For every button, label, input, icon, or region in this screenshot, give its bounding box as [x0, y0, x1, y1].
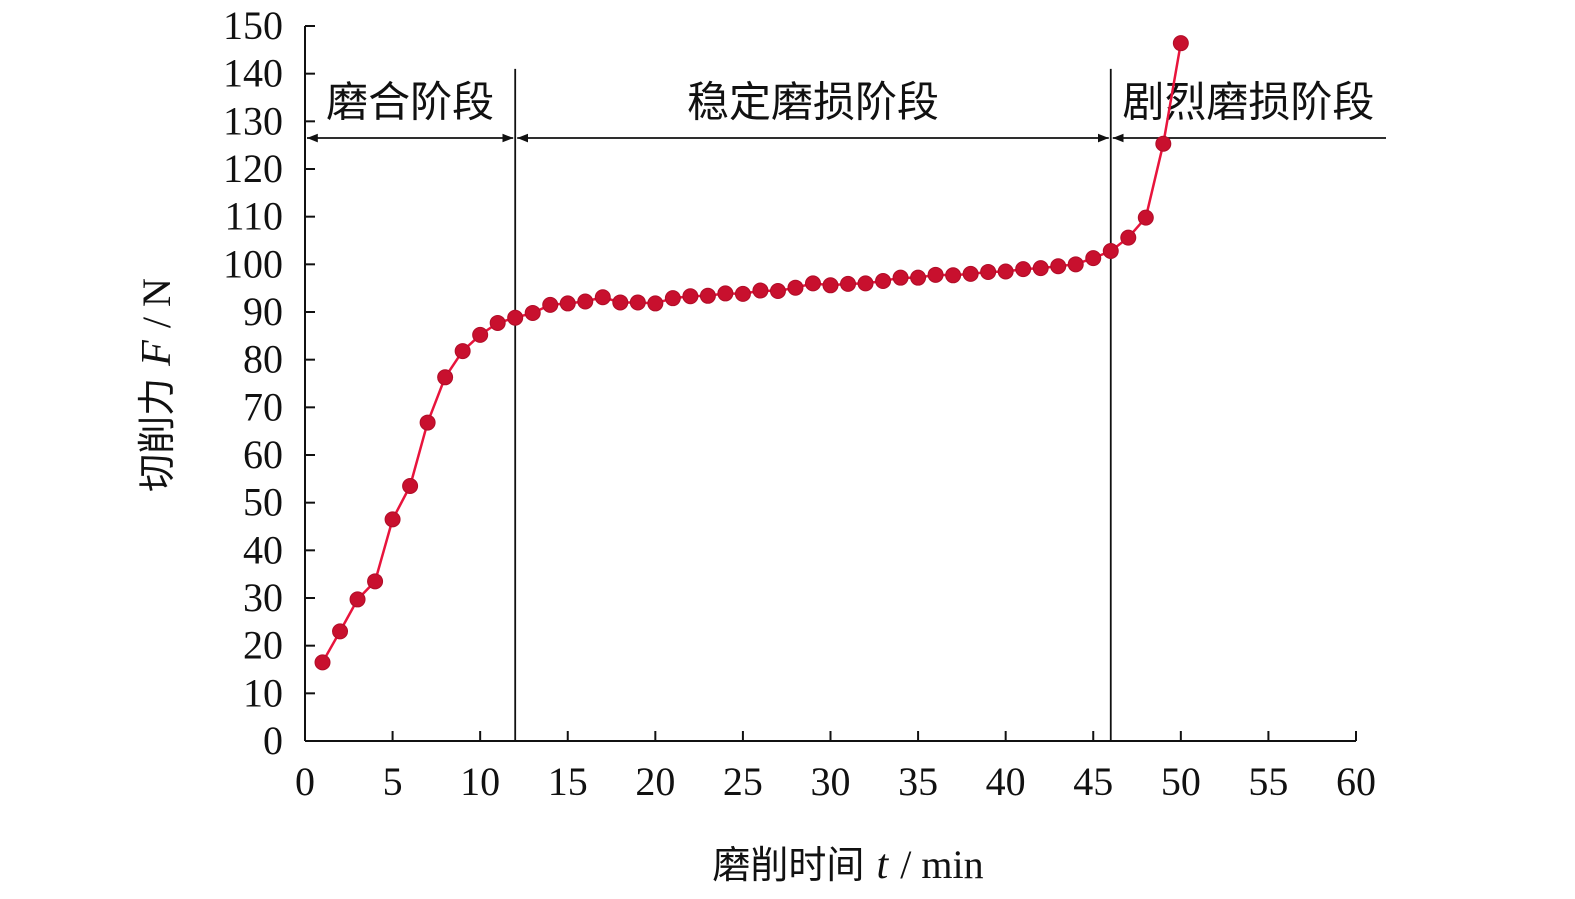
y-axis-title-unit: / N [134, 278, 179, 328]
data-point [1102, 242, 1119, 259]
data-point [682, 288, 699, 305]
y-tick-label: 60 [243, 432, 283, 477]
data-point [875, 273, 892, 290]
y-tick-label: 150 [223, 3, 283, 48]
data-point [752, 282, 769, 299]
data-point [629, 294, 646, 311]
data-point [1155, 135, 1172, 152]
data-point [822, 277, 839, 294]
data-point [402, 477, 419, 494]
data-point [804, 275, 821, 292]
data-point [910, 269, 927, 286]
x-tick-label: 20 [635, 759, 675, 804]
y-tick-label: 10 [243, 670, 283, 715]
series-points [314, 35, 1189, 671]
data-point [734, 285, 751, 302]
x-tick-label: 15 [548, 759, 588, 804]
data-point [594, 289, 611, 306]
y-axis-title-symbol: F [134, 340, 180, 367]
x-axis-title-symbol: t [877, 842, 890, 888]
y-axis-title: 切削力 F / N [134, 278, 180, 492]
stage-label: 稳定磨损阶段 [687, 78, 939, 127]
axes [304, 26, 1356, 742]
y-tick-label: 100 [223, 241, 283, 286]
data-point [699, 287, 716, 304]
data-point [577, 293, 594, 310]
data-point [962, 265, 979, 282]
data-point [1032, 260, 1049, 277]
y-tick-label: 130 [223, 98, 283, 143]
y-tick-label: 110 [224, 194, 283, 239]
data-point [1172, 35, 1189, 52]
data-point [349, 591, 366, 608]
data-point [524, 304, 541, 321]
data-point [717, 285, 734, 302]
x-tick-label: 0 [295, 759, 315, 804]
data-point [612, 294, 629, 311]
stage-label: 磨合阶段 [326, 78, 494, 127]
stage-labels: 磨合阶段 稳定磨损阶段 剧烈磨损阶段 [326, 78, 1374, 127]
data-point [559, 295, 576, 312]
x-tick-label: 25 [723, 759, 763, 804]
x-tick-label: 10 [460, 759, 500, 804]
data-point [472, 326, 489, 343]
y-tick-label: 20 [243, 623, 283, 668]
y-tick-label: 70 [243, 384, 283, 429]
x-tick-label: 40 [986, 759, 1026, 804]
y-tick-label: 0 [263, 718, 283, 763]
data-point [437, 369, 454, 386]
data-point [647, 295, 664, 312]
data-point [997, 263, 1014, 280]
data-point [507, 309, 524, 326]
y-axis-title-text: 切削力 [135, 378, 179, 492]
x-tick-label: 30 [811, 759, 851, 804]
data-point [367, 573, 384, 590]
x-axis-title-text: 磨削时间 [712, 843, 864, 887]
data-point [384, 511, 401, 528]
data-point [489, 314, 506, 331]
data-point [1015, 261, 1032, 278]
data-point [980, 263, 997, 280]
x-tick-label: 45 [1073, 759, 1113, 804]
data-point [1120, 229, 1137, 246]
data-point [840, 275, 857, 292]
data-point [419, 414, 436, 431]
stage-boundaries [514, 68, 1112, 741]
data-point [664, 290, 681, 307]
data-point [1137, 209, 1154, 226]
data-point [927, 266, 944, 283]
y-tick-label: 140 [223, 51, 283, 96]
y-tick-label: 80 [243, 337, 283, 382]
x-axis-ticks: 0 5 10 15 20 25 30 35 40 45 50 55 60 [295, 731, 1376, 804]
y-tick-label: 90 [243, 289, 283, 334]
x-tick-label: 5 [383, 759, 403, 804]
data-point [542, 296, 559, 313]
x-tick-label: 55 [1248, 759, 1288, 804]
x-tick-label: 35 [898, 759, 938, 804]
data-point [945, 267, 962, 284]
y-tick-label: 120 [223, 146, 283, 191]
data-point [1067, 256, 1084, 273]
data-point [857, 275, 874, 292]
data-point [454, 343, 471, 360]
y-tick-label: 50 [243, 480, 283, 525]
y-tick-label: 30 [243, 575, 283, 620]
data-point [787, 279, 804, 296]
data-point [769, 283, 786, 300]
data-point [314, 654, 331, 671]
series-line-path [321, 42, 1183, 664]
x-tick-label: 50 [1161, 759, 1201, 804]
y-tick-label: 40 [243, 527, 283, 572]
series-line [321, 42, 1183, 664]
x-axis-title: 磨削时间 t / min [712, 842, 983, 888]
data-point [892, 269, 909, 286]
data-point [332, 623, 349, 640]
data-point [1085, 250, 1102, 267]
stage-label: 剧烈磨损阶段 [1122, 78, 1374, 127]
data-point [1050, 258, 1067, 275]
x-axis-title-unit: / min [900, 842, 983, 887]
x-tick-label: 60 [1336, 759, 1376, 804]
